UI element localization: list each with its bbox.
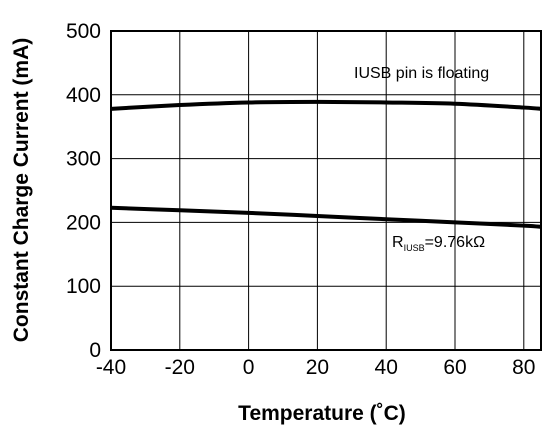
series-line-1	[110, 99, 542, 111]
y-tick-label: 300	[66, 148, 101, 171]
x-tick-label: -40	[96, 356, 126, 379]
plot-frame	[110, 30, 542, 351]
y-tick-label: 100	[66, 275, 101, 298]
y-tick-label: 500	[66, 20, 101, 43]
series-layer	[110, 99, 542, 229]
y-tick-label: 0	[89, 339, 101, 362]
annotation-riusb-prefix: R	[392, 234, 404, 251]
annotation-iusb-floating: IUSB pin is floating	[354, 65, 489, 82]
x-axis-title: Temperature (˚C)	[238, 402, 406, 425]
y-axis-title: Constant Charge Current (mA)	[10, 38, 33, 343]
x-tick-label: 80	[512, 356, 535, 379]
x-tick-label: 40	[375, 356, 398, 379]
y-tick-label: 400	[66, 84, 101, 107]
x-tick-label: 60	[443, 356, 466, 379]
annotation-riusb-suffix: =9.76kΩ	[425, 234, 485, 251]
annotation-riusb-subscript: IUSB	[404, 243, 425, 253]
y-tick-labels: 0 100 200 300 400 500	[66, 20, 101, 362]
series-line-2	[110, 205, 542, 229]
x-tick-label: 0	[243, 356, 255, 379]
x-tick-label: 20	[306, 356, 329, 379]
x-tick-label: -20	[165, 356, 195, 379]
plot-border	[110, 30, 542, 351]
y-tick-label: 200	[66, 211, 101, 234]
annotation-riusb: RIUSB=9.76kΩ	[392, 234, 485, 253]
x-tick-labels: -40 -20 0 20 40 60 80	[96, 356, 536, 379]
